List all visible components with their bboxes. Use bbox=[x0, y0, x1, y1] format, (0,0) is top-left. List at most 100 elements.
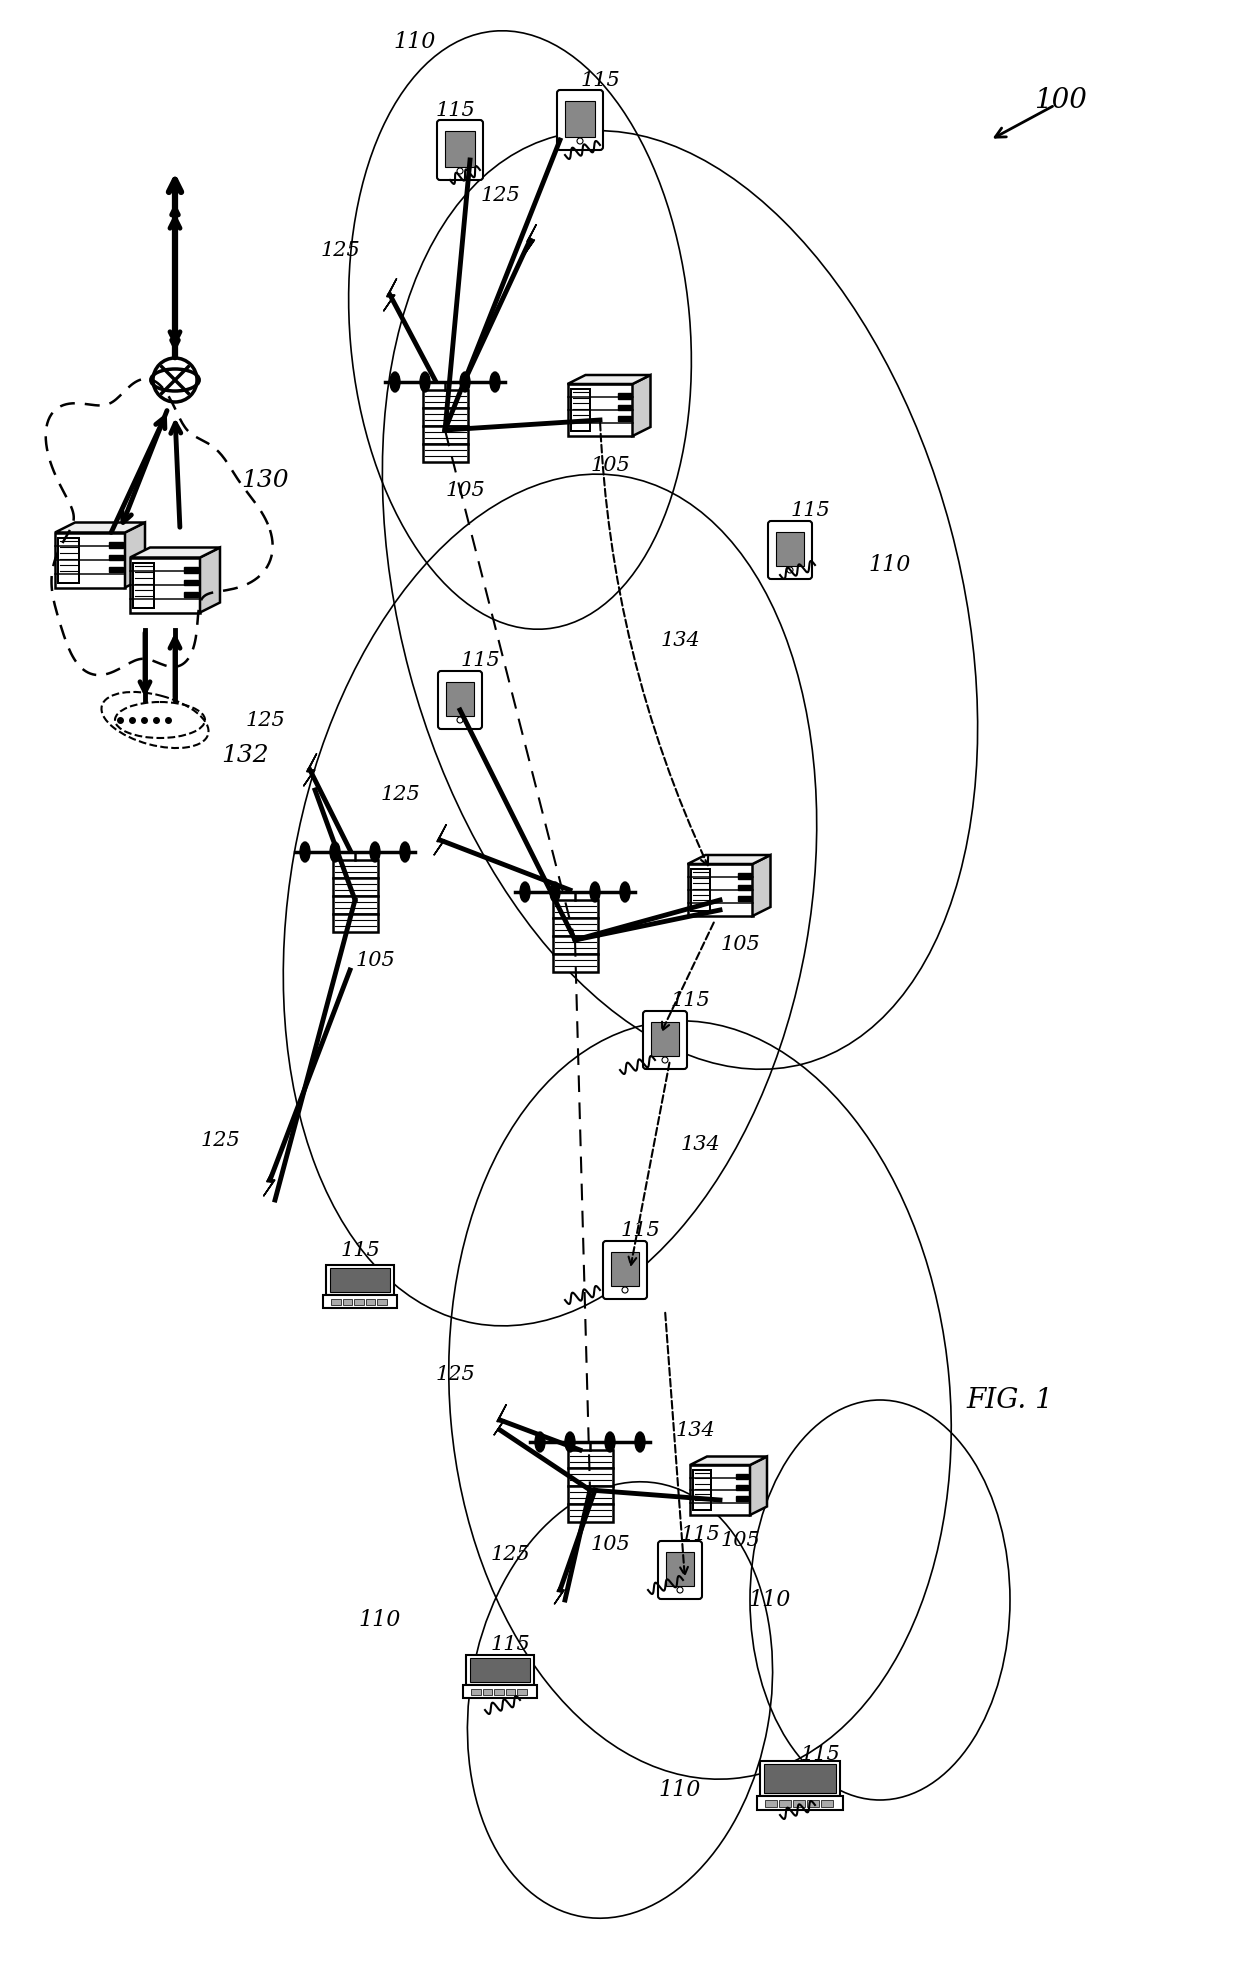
Bar bbox=[821, 1800, 833, 1806]
Circle shape bbox=[787, 568, 794, 574]
Text: 110: 110 bbox=[358, 1608, 402, 1632]
Text: 115: 115 bbox=[340, 1240, 379, 1260]
Text: 125: 125 bbox=[381, 785, 420, 805]
Bar bbox=[109, 566, 123, 572]
FancyBboxPatch shape bbox=[438, 671, 482, 730]
Text: 115: 115 bbox=[580, 71, 620, 89]
Circle shape bbox=[662, 1056, 668, 1062]
Polygon shape bbox=[554, 1576, 565, 1604]
Bar bbox=[331, 1300, 341, 1305]
Text: 125: 125 bbox=[320, 241, 360, 259]
Polygon shape bbox=[200, 548, 219, 613]
Text: 110: 110 bbox=[394, 32, 436, 53]
Bar bbox=[471, 1689, 481, 1695]
Bar bbox=[463, 1685, 537, 1697]
Circle shape bbox=[677, 1586, 683, 1592]
Ellipse shape bbox=[391, 372, 401, 392]
Bar bbox=[738, 874, 750, 878]
Bar bbox=[423, 407, 467, 425]
Bar bbox=[553, 953, 598, 971]
Polygon shape bbox=[125, 522, 145, 587]
Ellipse shape bbox=[635, 1432, 645, 1452]
Bar bbox=[691, 868, 711, 912]
Polygon shape bbox=[494, 1404, 506, 1434]
Text: 105: 105 bbox=[590, 455, 630, 475]
Circle shape bbox=[577, 138, 583, 144]
Polygon shape bbox=[304, 754, 316, 785]
Bar bbox=[109, 542, 123, 548]
Bar bbox=[756, 1796, 843, 1810]
Text: 134: 134 bbox=[680, 1135, 720, 1155]
Bar bbox=[423, 425, 467, 443]
Polygon shape bbox=[753, 854, 770, 916]
Text: 125: 125 bbox=[480, 186, 520, 204]
Ellipse shape bbox=[460, 372, 470, 392]
Bar bbox=[332, 914, 377, 932]
Ellipse shape bbox=[534, 1432, 546, 1452]
Polygon shape bbox=[687, 854, 770, 864]
Bar bbox=[568, 1450, 613, 1468]
Text: 125: 125 bbox=[246, 710, 285, 730]
Bar bbox=[377, 1300, 387, 1305]
Bar bbox=[738, 884, 750, 890]
Ellipse shape bbox=[300, 843, 310, 862]
Polygon shape bbox=[750, 1456, 768, 1515]
FancyBboxPatch shape bbox=[658, 1541, 702, 1598]
Ellipse shape bbox=[490, 372, 500, 392]
Bar bbox=[55, 532, 125, 587]
Bar bbox=[482, 1689, 492, 1695]
Bar bbox=[133, 562, 154, 607]
Bar bbox=[184, 591, 198, 597]
Text: 105: 105 bbox=[445, 481, 485, 500]
Text: 132: 132 bbox=[221, 744, 269, 767]
Text: 125: 125 bbox=[490, 1545, 529, 1565]
Bar bbox=[332, 860, 377, 878]
Bar bbox=[553, 918, 598, 936]
Bar bbox=[776, 532, 804, 566]
Bar bbox=[687, 864, 753, 916]
Polygon shape bbox=[568, 376, 651, 384]
Bar bbox=[779, 1800, 791, 1806]
Bar bbox=[760, 1760, 839, 1796]
FancyBboxPatch shape bbox=[768, 520, 812, 580]
Bar bbox=[794, 1800, 805, 1806]
Text: 105: 105 bbox=[590, 1535, 630, 1555]
Bar bbox=[553, 936, 598, 953]
Bar bbox=[565, 101, 595, 136]
Ellipse shape bbox=[370, 843, 379, 862]
Bar bbox=[330, 1268, 391, 1292]
Bar bbox=[326, 1266, 394, 1296]
Bar bbox=[689, 1466, 750, 1515]
Bar bbox=[570, 390, 590, 431]
Circle shape bbox=[458, 716, 463, 724]
Bar bbox=[737, 1474, 748, 1480]
Bar bbox=[355, 1300, 363, 1305]
Text: 115: 115 bbox=[620, 1220, 660, 1240]
Bar bbox=[517, 1689, 527, 1695]
Polygon shape bbox=[689, 1456, 768, 1466]
FancyBboxPatch shape bbox=[644, 1011, 687, 1068]
Bar bbox=[184, 580, 198, 585]
Bar bbox=[568, 1468, 613, 1485]
Bar bbox=[342, 1300, 352, 1305]
Bar bbox=[737, 1495, 748, 1501]
Bar bbox=[495, 1689, 503, 1695]
Bar bbox=[764, 1764, 836, 1792]
Bar bbox=[58, 538, 79, 582]
Circle shape bbox=[622, 1288, 627, 1294]
Ellipse shape bbox=[590, 882, 600, 902]
FancyBboxPatch shape bbox=[557, 91, 603, 150]
Bar bbox=[618, 415, 630, 421]
Ellipse shape bbox=[620, 882, 630, 902]
Bar bbox=[423, 443, 467, 463]
Bar bbox=[184, 568, 198, 574]
Bar bbox=[693, 1470, 711, 1509]
Bar bbox=[568, 384, 632, 435]
Text: 100: 100 bbox=[1034, 87, 1086, 113]
Bar bbox=[109, 554, 123, 560]
Ellipse shape bbox=[420, 372, 430, 392]
Text: 110: 110 bbox=[869, 554, 911, 576]
Bar bbox=[568, 1485, 613, 1503]
Ellipse shape bbox=[565, 1432, 575, 1452]
Text: 105: 105 bbox=[355, 951, 394, 969]
